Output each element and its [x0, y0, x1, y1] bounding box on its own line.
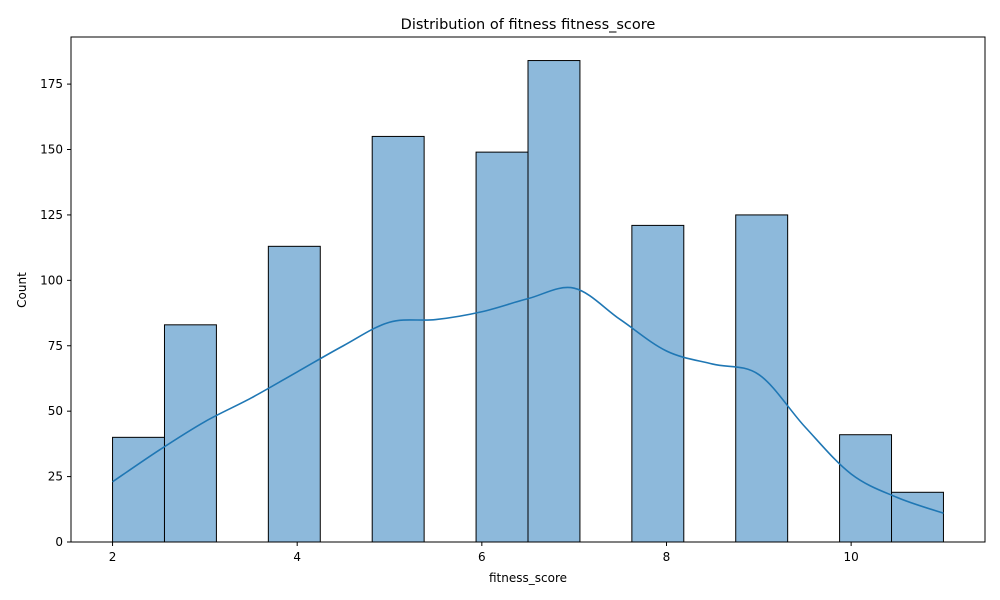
y-tick-label: 50	[48, 404, 63, 418]
histogram-bar	[475, 151, 529, 543]
y-tick-label: 0	[55, 535, 63, 549]
bars-group	[112, 60, 944, 543]
x-axis-ticks: 2 4 6 8 10	[109, 542, 859, 564]
histogram-bar	[631, 224, 685, 543]
histogram-bar	[891, 491, 944, 543]
histogram-bar	[371, 135, 425, 543]
y-axis-label: Count	[15, 272, 29, 308]
histogram-bar	[735, 214, 789, 543]
y-tick-label: 150	[40, 143, 63, 157]
x-axis-label: fitness_score	[489, 571, 567, 585]
y-tick-label: 25	[48, 470, 63, 484]
kde-line	[112, 286, 944, 514]
histogram-bar	[112, 436, 165, 543]
y-axis-ticks: 0 25 50 75 100 125 150 175	[40, 77, 71, 549]
histogram-bar	[163, 324, 217, 543]
histogram-bar	[267, 245, 321, 543]
x-tick-label: 6	[478, 550, 486, 564]
y-tick-label: 75	[48, 339, 63, 353]
plot-frame	[70, 36, 986, 543]
y-tick-label: 175	[40, 77, 63, 91]
histogram-bar	[839, 434, 893, 543]
histogram-bar	[527, 60, 581, 543]
chart-title: Distribution of fitness fitness_score	[401, 17, 656, 33]
x-tick-label: 4	[293, 550, 301, 564]
x-tick-label: 10	[843, 550, 858, 564]
y-tick-label: 125	[40, 208, 63, 222]
x-tick-label: 2	[109, 550, 117, 564]
x-tick-label: 8	[663, 550, 671, 564]
y-tick-label: 100	[40, 273, 63, 287]
